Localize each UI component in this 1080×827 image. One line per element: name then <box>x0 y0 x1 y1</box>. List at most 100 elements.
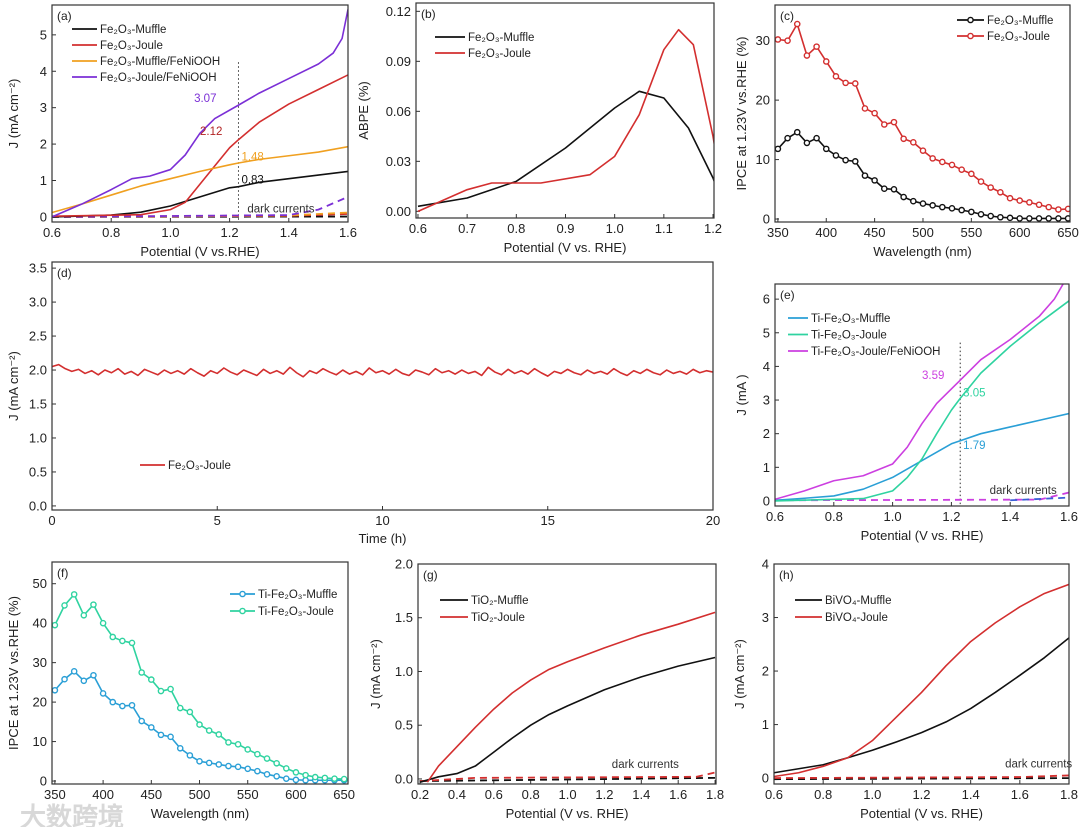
data-point <box>148 724 155 731</box>
y-tick-label: 4 <box>40 64 47 79</box>
y-tick-label: 0 <box>763 212 770 227</box>
annotation: 1.79 <box>963 440 985 452</box>
data-point <box>910 197 917 205</box>
y-axis-label: J (mA cm⁻²) <box>368 639 383 709</box>
y-tick-label: 1.0 <box>29 430 47 445</box>
data-point <box>1006 194 1014 202</box>
data-point <box>910 139 917 146</box>
data-point <box>880 121 888 128</box>
y-axis-label: J (mA cm⁻²) <box>732 639 747 709</box>
x-tick-label: 0.4 <box>448 787 466 802</box>
annotation: 1.48 <box>241 151 263 163</box>
data-point <box>997 213 1004 221</box>
data-point <box>977 210 985 218</box>
plot-area <box>419 611 716 783</box>
y-tick-label: 6 <box>763 292 770 307</box>
data-point <box>273 759 280 767</box>
data-point <box>331 775 338 782</box>
data-point <box>340 775 348 783</box>
y-tick-label: 0 <box>40 774 47 789</box>
x-axis-label: Wavelength (nm) <box>873 244 972 259</box>
x-tick-label: 1.2 <box>912 787 930 802</box>
panel-label: (g) <box>423 568 438 582</box>
y-tick-label: 0.03 <box>386 154 411 169</box>
panel-label: (e) <box>780 288 795 302</box>
panel-d: 0 5 10 15 20 0.0 0.5 1.0 1.5 2.0 2.5 3.0 3.5 Time (h)… <box>6 261 720 546</box>
legend-marker <box>239 590 246 598</box>
plot-frame <box>51 261 714 511</box>
x-axis-label: Potential (V vs. RHE) <box>504 240 627 255</box>
data-point <box>254 750 261 758</box>
data-point <box>109 633 117 641</box>
annotation: 3.05 <box>963 388 985 400</box>
data-point <box>70 668 78 675</box>
data-point <box>80 611 88 619</box>
data-point <box>813 134 820 142</box>
data-point <box>871 109 878 117</box>
data-point <box>939 158 946 166</box>
x-tick-label: 10 <box>375 513 389 528</box>
x-tick-label: 600 <box>1009 225 1031 240</box>
data-point <box>1055 215 1062 222</box>
data-point <box>1035 201 1043 209</box>
data-point <box>1064 215 1070 222</box>
data-point <box>822 145 830 153</box>
data-point <box>890 186 898 193</box>
data-point <box>958 206 965 214</box>
x-tick-label: 1.4 <box>1001 509 1019 524</box>
panel-label: (c) <box>780 9 794 23</box>
data-point <box>919 200 927 207</box>
y-tick-label: 5 <box>763 325 770 340</box>
data-point <box>1045 203 1053 211</box>
series-line <box>426 611 716 783</box>
plot-area <box>52 363 713 378</box>
legend-label: Fe₂O₃-Muffle/FeNiOOH <box>100 56 220 68</box>
data-point <box>263 771 271 778</box>
x-tick-label: 0.8 <box>507 221 525 236</box>
dark-current-line <box>1010 496 1069 502</box>
y-tick-label: 30 <box>756 33 770 48</box>
series-line <box>52 363 713 378</box>
panel-label: (f) <box>57 566 68 580</box>
x-tick-label: 650 <box>1057 225 1079 240</box>
y-axis-label: ABPE (%) <box>356 81 371 140</box>
series-line <box>777 23 1069 211</box>
x-axis-label: Wavelength (nm) <box>151 806 250 821</box>
annotation: 2.12 <box>200 126 222 138</box>
y-tick-label: 2 <box>40 137 47 152</box>
x-tick-label: 1.1 <box>655 221 673 236</box>
data-point <box>793 128 801 136</box>
x-tick-label: 1.4 <box>632 787 650 802</box>
x-tick-label: 1.4 <box>280 225 298 240</box>
x-tick-label: 1.0 <box>559 787 577 802</box>
dark-current-line <box>419 771 716 782</box>
x-tick-label: 0.8 <box>814 787 832 802</box>
y-tick-label: 40 <box>33 616 47 631</box>
data-point <box>822 58 830 65</box>
data-point <box>948 161 956 169</box>
legend-label: Ti-Fe₂O₃-Joule/FeNiOOH <box>811 346 941 358</box>
x-tick-label: 1.6 <box>1011 787 1029 802</box>
data-point <box>176 744 184 752</box>
annotation: 0.83 <box>241 174 263 186</box>
annotation: dark currents <box>247 204 314 216</box>
y-tick-label: 3.5 <box>29 261 47 276</box>
data-point <box>61 602 68 609</box>
y-tick-label: 0.0 <box>29 498 47 513</box>
x-tick-label: 550 <box>237 787 259 802</box>
data-point <box>282 775 290 782</box>
data-point <box>890 118 898 126</box>
y-tick-label: 0 <box>40 209 47 224</box>
x-tick-label: 0.8 <box>102 225 120 240</box>
legend-label: TiO₂-Joule <box>471 612 525 624</box>
data-point <box>52 621 59 629</box>
y-tick-label: 20 <box>33 695 47 710</box>
data-point <box>157 731 165 739</box>
x-tick-label: 650 <box>333 787 355 802</box>
x-tick-label: 1.0 <box>884 509 902 524</box>
data-point <box>263 755 271 762</box>
legend-label: Ti-Fe₂O₃-Muffle <box>258 589 337 601</box>
y-axis-label: J (mA cm⁻²) <box>6 79 21 149</box>
x-tick-label: 0.8 <box>825 509 843 524</box>
